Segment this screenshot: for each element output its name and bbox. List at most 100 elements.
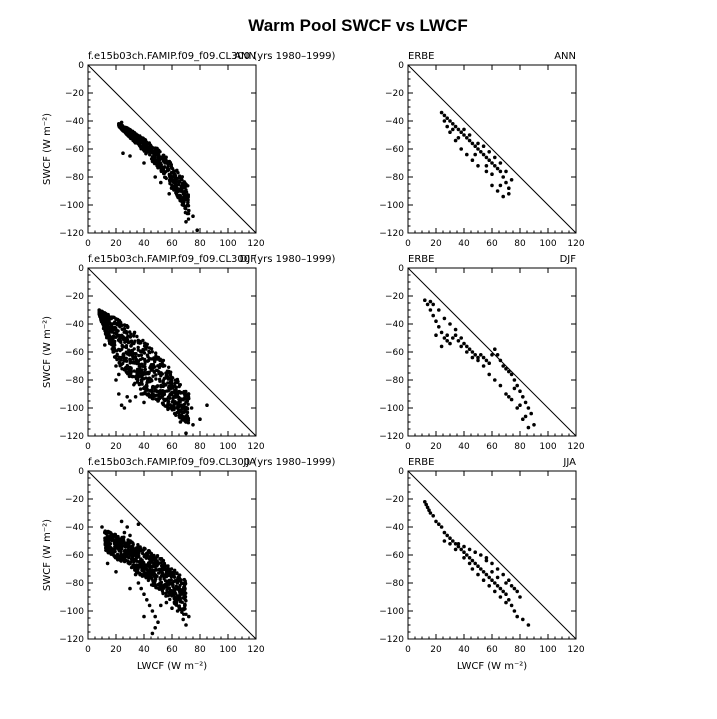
data-point [130, 374, 134, 379]
data-point [151, 394, 156, 398]
data-point [120, 535, 124, 540]
data-point [495, 567, 500, 571]
data-point [154, 568, 159, 572]
panel-3: 0 20 40 60 80 100 120 0 −20 −40 −60 −80 −100 −120 f.e1… [42, 254, 336, 452]
data-point [169, 186, 174, 190]
data-point [173, 388, 177, 393]
data-point [158, 150, 162, 154]
data-point [147, 370, 151, 375]
panel-1: 0 20 40 60 80 100 120 0 −20 −40 −60 −80 −100 −120 f.e1… [42, 51, 336, 249]
data-point [465, 350, 469, 354]
data-point [451, 539, 455, 543]
data-point [150, 350, 154, 354]
data-point [105, 561, 110, 566]
data-point [490, 561, 494, 566]
data-point [170, 406, 174, 410]
data-point [117, 122, 121, 126]
y-tick-label: −60 [385, 145, 404, 155]
data-point [442, 316, 447, 321]
panel-5: 0 20 40 60 80 100 120 0 −20 −40 −60 −80 −100 −120 f.e1… [42, 457, 336, 672]
data-point [428, 308, 433, 312]
x-tick-label: 100 [219, 239, 236, 249]
x-axis-title: LWCF (W m⁻²) [137, 661, 207, 672]
data-point [448, 542, 452, 546]
data-point [526, 425, 531, 430]
data-point [532, 423, 536, 427]
data-point [509, 584, 514, 588]
data-point [507, 598, 511, 602]
data-point [145, 384, 149, 388]
data-point [100, 309, 104, 314]
data-point [521, 617, 525, 622]
data-point [490, 161, 494, 165]
data-point [119, 358, 123, 362]
x-tick-label: 100 [219, 442, 236, 452]
data-point [445, 333, 450, 338]
data-point [124, 345, 129, 350]
data-point [155, 385, 159, 389]
data-point [103, 313, 107, 318]
y-tick-label: −20 [385, 89, 404, 99]
data-point [167, 571, 172, 575]
data-point [484, 358, 489, 363]
data-point [467, 547, 472, 552]
data-point [170, 183, 174, 188]
data-point [451, 127, 455, 132]
data-point [125, 395, 129, 399]
data-point [165, 588, 169, 593]
data-point [170, 390, 174, 395]
data-point [111, 334, 116, 338]
data-point [128, 586, 132, 591]
x-tick-label: 80 [194, 442, 206, 452]
panel-season-label: JJA [562, 457, 576, 468]
data-point [172, 586, 176, 591]
data-point [120, 553, 124, 558]
data-point [470, 355, 475, 360]
data-point [431, 302, 436, 307]
data-point [161, 591, 165, 596]
y-tick-label: 0 [398, 61, 404, 71]
reference-line [407, 470, 577, 640]
data-point [470, 350, 475, 354]
data-point [462, 341, 466, 346]
data-point [97, 308, 101, 312]
data-point [104, 543, 108, 547]
data-point [185, 394, 189, 398]
data-point [142, 614, 146, 619]
y-tick-label: 0 [398, 467, 404, 477]
data-point [160, 359, 165, 363]
data-point [512, 386, 517, 391]
data-point [156, 399, 160, 403]
data-point [493, 378, 497, 382]
panel-season-label: DJF [560, 254, 577, 265]
data-point [186, 402, 190, 406]
data-point [125, 553, 129, 557]
data-point [153, 626, 157, 630]
data-point [147, 557, 152, 561]
data-point [167, 172, 171, 177]
y-tick-label: −120 [379, 432, 404, 442]
data-point [164, 600, 169, 605]
data-point [490, 578, 494, 582]
data-point [133, 139, 137, 143]
data-point [136, 359, 141, 363]
data-point [501, 589, 506, 594]
x-tick-label: 60 [166, 645, 178, 655]
data-point [526, 406, 531, 410]
data-point [133, 572, 138, 577]
data-point [129, 352, 134, 356]
data-point [523, 400, 528, 405]
data-point [114, 364, 118, 368]
data-point [185, 406, 189, 410]
data-point [151, 564, 155, 569]
data-point [456, 127, 461, 132]
data-point [114, 539, 119, 544]
data-point [152, 158, 157, 162]
x-tick-label: 60 [166, 239, 178, 249]
data-point [518, 389, 522, 394]
data-point [479, 553, 483, 557]
data-point [180, 405, 184, 410]
data-point [117, 355, 122, 359]
data-point [139, 392, 143, 396]
data-point [495, 584, 500, 588]
